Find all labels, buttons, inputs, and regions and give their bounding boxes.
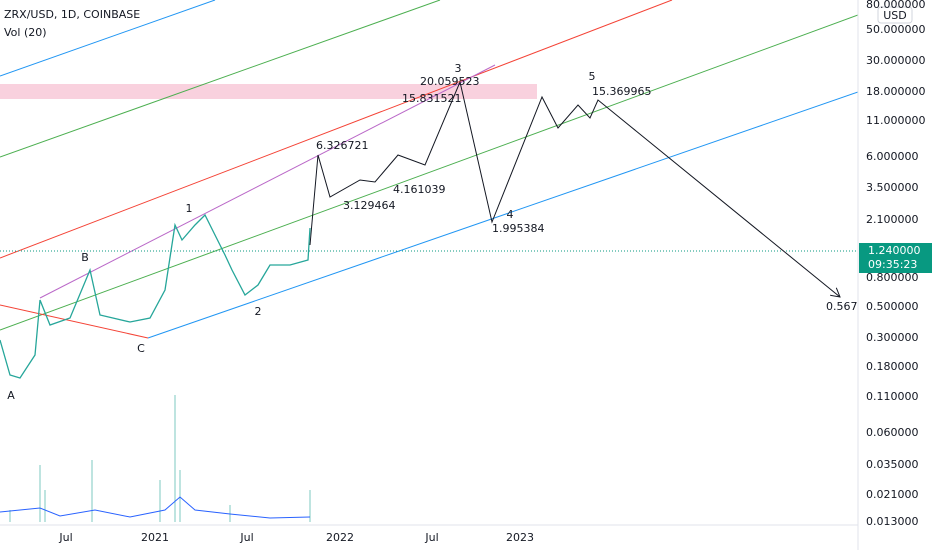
price-label: 18.000000 xyxy=(866,85,926,98)
channel-line xyxy=(0,14,858,331)
price-history xyxy=(0,213,311,379)
channel-line xyxy=(0,0,216,77)
price-label: 11.000000 xyxy=(866,114,926,127)
indicator: Vol (20) xyxy=(4,26,47,39)
last-price: 1.240000 xyxy=(868,244,921,257)
wave-label: 5 xyxy=(589,70,596,83)
price-label: 0.060000 xyxy=(866,426,919,439)
time-label: 2022 xyxy=(326,531,354,544)
volume-bars xyxy=(9,395,311,522)
currency[interactable]: USD xyxy=(883,9,907,22)
price-label: 0.013000 xyxy=(866,515,919,528)
price-label: 0.300000 xyxy=(866,331,919,344)
last-price-badge xyxy=(859,243,932,273)
wave-label: 4 xyxy=(507,208,514,221)
time-axis: Jul 2021 Jul 2022 Jul 2023 xyxy=(58,531,534,544)
wave-label: 20.059523 xyxy=(420,75,480,88)
zone xyxy=(0,84,537,99)
symbol: ZRX/USD, 1D, COINBASE xyxy=(4,8,140,21)
wave-projection xyxy=(309,80,840,297)
time-label: Jul xyxy=(58,531,72,544)
price-label: 0.110000 xyxy=(866,390,919,403)
price-label: 80.000000 xyxy=(866,0,926,11)
wave-label: 1 xyxy=(186,202,193,215)
price-label: 0.800000 xyxy=(866,271,919,284)
price-label: 0.180000 xyxy=(866,360,919,373)
price-label: 50.000000 xyxy=(866,23,926,36)
channel-line xyxy=(147,91,858,339)
wave-label: 4.161039 xyxy=(393,183,446,196)
wave-label: 1.995384 xyxy=(492,222,545,235)
channel-line xyxy=(0,0,673,259)
time-label: 2023 xyxy=(506,531,534,544)
currency-button[interactable] xyxy=(877,6,913,24)
countdown: 09:35:23 xyxy=(868,258,917,271)
annotations: A B C 1 2 3 4 5 6.326721 3.129464 4.161039 20.05952… xyxy=(7,62,857,402)
time-label: Jul xyxy=(424,531,438,544)
channel-line xyxy=(39,64,496,299)
wave-label: A xyxy=(7,389,15,402)
price-label: 0.021000 xyxy=(866,488,919,501)
wave-label: C xyxy=(137,342,145,355)
plot-area: A B C 1 2 3 4 5 6.326721 3.129464 4.161039 20.05952… xyxy=(0,0,858,522)
channel-line xyxy=(0,304,149,339)
price-label: 6.000000 xyxy=(866,150,919,163)
price-axis: 80.000000 50.000000 30.000000 18.000000 11.0… xyxy=(866,0,926,528)
price-label: 2.100000 xyxy=(866,213,919,226)
wave-label: 6.326721 xyxy=(316,139,369,152)
wave-label: B xyxy=(81,251,89,264)
price-label: 3.500000 xyxy=(866,181,919,194)
wave-label: 3 xyxy=(455,62,462,75)
wave-label: 2 xyxy=(255,305,262,318)
channel-line xyxy=(0,0,441,158)
price-label: 0.500000 xyxy=(866,300,919,313)
time-label: 2021 xyxy=(141,531,169,544)
wave-label: 15.369965 xyxy=(592,85,652,98)
wave-label: 0.567 xyxy=(826,300,858,313)
volume-ma xyxy=(0,496,311,519)
wave-label: 15.831521 xyxy=(402,92,462,105)
price-label: 0.035000 xyxy=(866,458,919,471)
time-label: Jul xyxy=(239,531,253,544)
price-label: 30.000000 xyxy=(866,54,926,67)
wave-label: 3.129464 xyxy=(343,199,396,212)
